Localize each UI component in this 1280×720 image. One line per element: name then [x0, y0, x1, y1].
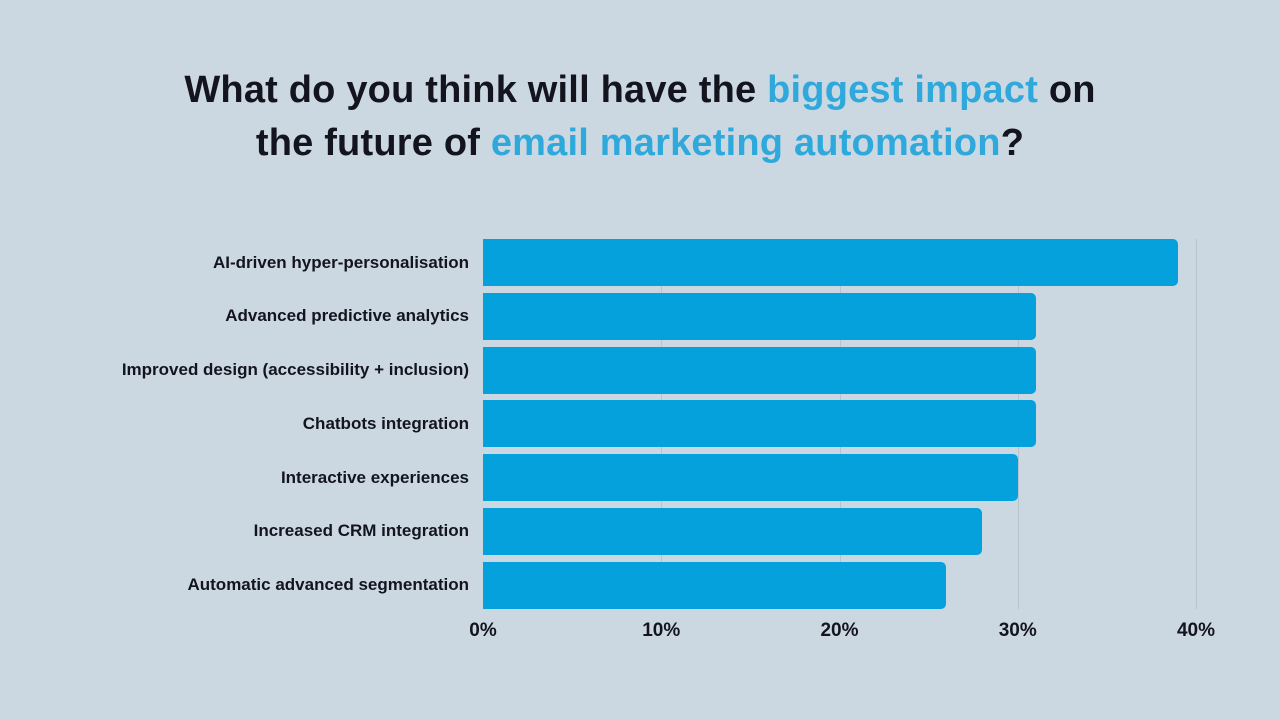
- bar-chart: AI-driven hyper-personalisation Advanced …: [0, 239, 1280, 641]
- category-label: AI-driven hyper-personalisation: [213, 252, 469, 272]
- category-label: Improved design (accessibility + inclusi…: [121, 360, 469, 380]
- title-line: the future of email marketing automation…: [0, 117, 1280, 170]
- category-label: Increased CRM integration: [253, 521, 469, 541]
- value-bar: [483, 454, 1018, 502]
- category-label: Interactive experiences: [280, 467, 469, 487]
- value-bar: [483, 507, 983, 555]
- category-label: Advanced predictive analytics: [225, 306, 469, 326]
- bar-track: [483, 239, 1196, 286]
- chart-row: Chatbots integration: [0, 400, 1280, 448]
- chart-rows: AI-driven hyper-personalisation Advanced …: [0, 239, 1280, 609]
- value-bar: [483, 239, 1179, 286]
- bar-track: [483, 400, 1196, 448]
- title-line: What do you think will have the biggest …: [0, 64, 1280, 117]
- bar-track: [483, 292, 1196, 340]
- bar-track: [483, 346, 1196, 394]
- x-axis: 0% 10% 20% 30% 40%: [469, 620, 1215, 644]
- title-text: the future of: [255, 122, 491, 164]
- bar-track: [483, 454, 1196, 502]
- x-axis-tick-label: 0%: [469, 620, 497, 641]
- value-bar: [483, 561, 947, 609]
- x-axis-tick-label: 40%: [1176, 620, 1216, 641]
- chart-row: Improved design (accessibility + inclusi…: [0, 346, 1280, 394]
- chart-row: Interactive experiences: [0, 454, 1280, 502]
- bar-track: [483, 561, 1196, 609]
- bar-track: [483, 507, 1196, 555]
- x-axis-tick-label: 10%: [642, 620, 681, 641]
- chart-title: What do you think will have the biggest …: [0, 64, 1280, 170]
- value-bar: [483, 346, 1036, 394]
- title-text: What do you think will have the: [184, 69, 768, 111]
- title-accent-text: email marketing automation: [490, 122, 1001, 164]
- x-axis-tick-label: 20%: [820, 620, 859, 641]
- chart-row: Increased CRM integration: [0, 507, 1280, 555]
- value-bar: [483, 400, 1036, 448]
- category-label: Automatic advanced segmentation: [187, 575, 469, 595]
- chart-row: Advanced predictive analytics: [0, 292, 1280, 340]
- title-accent-text: biggest impact: [767, 69, 1039, 111]
- chart-row: Automatic advanced segmentation: [0, 561, 1280, 609]
- title-text: ?: [1000, 122, 1025, 164]
- gridline: [1196, 239, 1197, 609]
- x-axis-tick-label: 30%: [998, 620, 1037, 641]
- chart-row: AI-driven hyper-personalisation: [0, 239, 1280, 286]
- value-bar: [483, 292, 1036, 340]
- category-label: Chatbots integration: [302, 413, 469, 433]
- title-text: on: [1038, 69, 1096, 111]
